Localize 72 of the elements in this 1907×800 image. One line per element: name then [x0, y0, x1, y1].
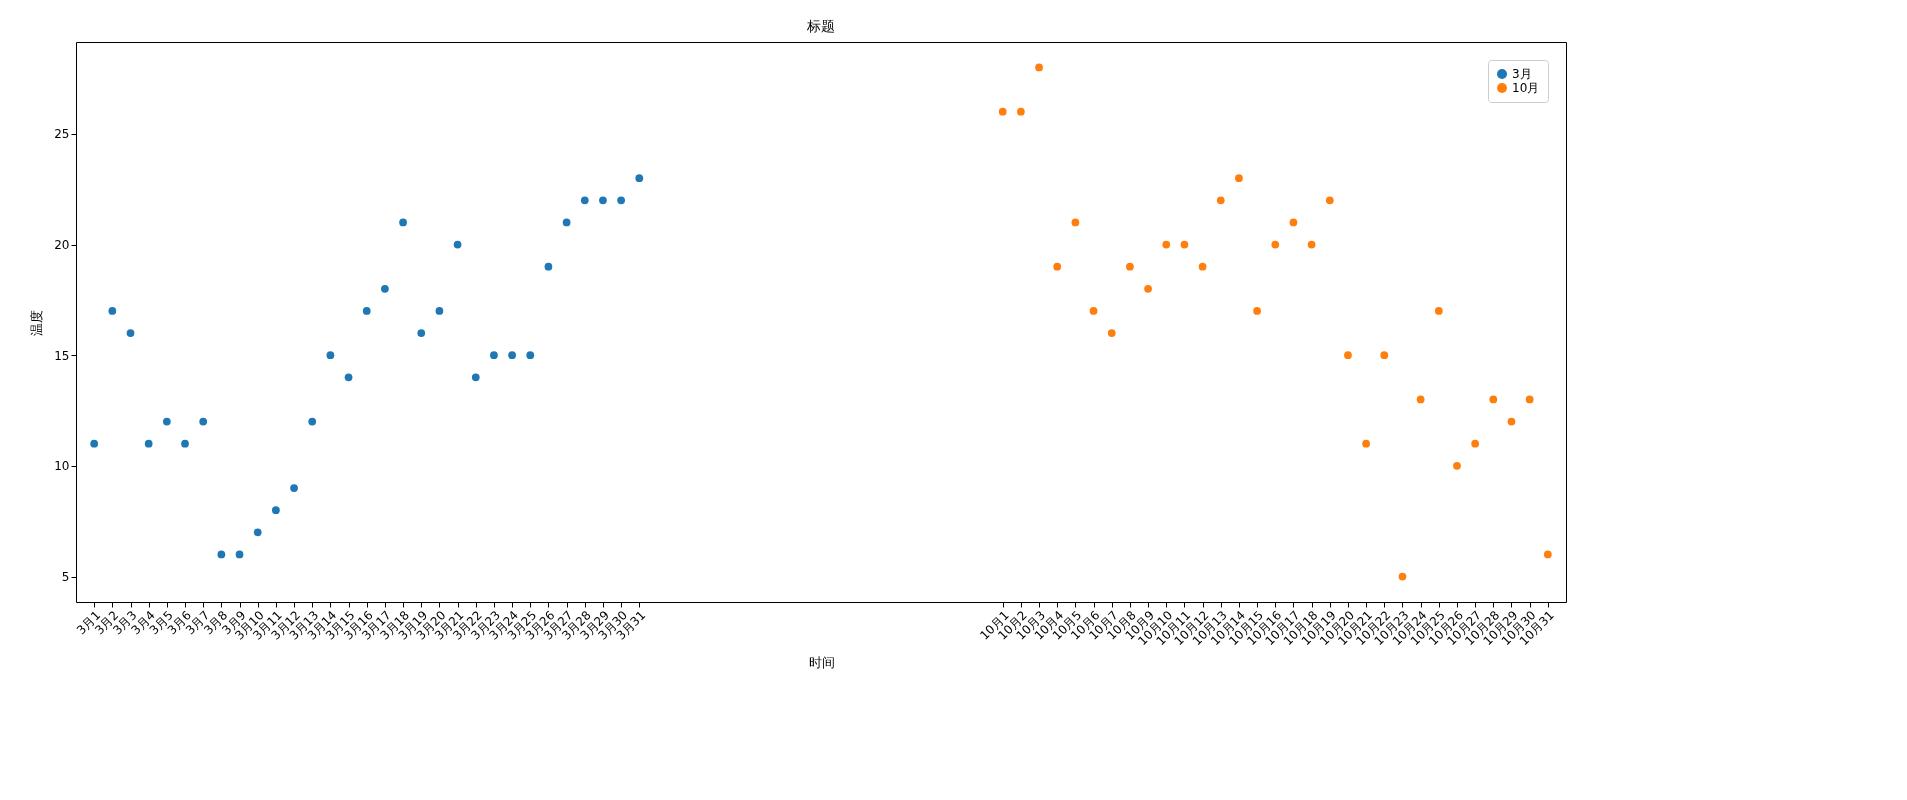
- point: [1434, 307, 1443, 315]
- point: [1235, 174, 1243, 182]
- chart-title: 标题: [806, 18, 835, 34]
- point: [453, 240, 462, 249]
- y-tick-label: 5: [61, 570, 70, 585]
- point: [562, 218, 571, 227]
- point: [1453, 462, 1461, 470]
- point: [381, 284, 389, 293]
- point: [1216, 196, 1225, 205]
- point: [308, 417, 317, 426]
- point: [1071, 218, 1080, 227]
- point: [144, 439, 153, 448]
- point: [1362, 439, 1370, 448]
- point: [1416, 395, 1425, 404]
- point: [126, 329, 135, 337]
- point: [1089, 307, 1098, 315]
- point: [490, 351, 498, 360]
- y-tick-label: 10: [54, 459, 70, 474]
- point: [580, 196, 589, 205]
- point: [526, 351, 535, 360]
- point: [235, 550, 244, 559]
- point: [399, 218, 407, 227]
- point: [1107, 329, 1116, 337]
- legend-label: 10月: [1512, 81, 1540, 95]
- point: [1180, 240, 1189, 249]
- point: [635, 174, 644, 182]
- point: [1035, 63, 1043, 72]
- point: [344, 373, 353, 382]
- point: [199, 417, 208, 426]
- point: [599, 196, 607, 205]
- point: [290, 484, 298, 492]
- y-tick-label: 25: [54, 127, 70, 142]
- point: [1489, 395, 1498, 404]
- point: [998, 107, 1007, 116]
- point: [1017, 107, 1025, 116]
- point: [217, 550, 226, 559]
- point: [1471, 439, 1480, 448]
- point: [1271, 240, 1280, 249]
- point: [1198, 262, 1207, 271]
- point: [1144, 284, 1152, 293]
- point: [1253, 307, 1261, 315]
- point: [1543, 550, 1552, 559]
- point: [108, 307, 117, 315]
- point: [417, 329, 426, 337]
- point: [1162, 240, 1171, 249]
- point: [326, 351, 335, 360]
- point: [1307, 240, 1316, 249]
- y-axis-title: 温度: [29, 309, 45, 336]
- point: [162, 417, 171, 426]
- point: [1053, 262, 1062, 271]
- point: [362, 307, 371, 315]
- y-tick-label: 20: [54, 238, 70, 253]
- x-axis-title: 时间: [808, 655, 835, 671]
- point: [1525, 395, 1534, 404]
- point: [1325, 196, 1334, 205]
- point: [253, 528, 262, 537]
- point: [90, 439, 99, 448]
- point: [272, 506, 280, 515]
- point: [471, 373, 480, 382]
- legend-label: 3月: [1512, 67, 1532, 81]
- point: [544, 262, 553, 271]
- point: [1344, 351, 1352, 360]
- point: [1126, 262, 1134, 271]
- point: [1507, 417, 1516, 426]
- point: [617, 196, 625, 205]
- point: [1289, 218, 1298, 227]
- point: [435, 307, 444, 315]
- point: [1398, 572, 1407, 581]
- y-tick-label: 15: [54, 348, 70, 363]
- point: [181, 439, 189, 448]
- point: [1380, 351, 1389, 360]
- point: [508, 351, 516, 360]
